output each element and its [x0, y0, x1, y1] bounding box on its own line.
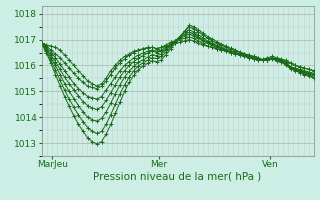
X-axis label: Pression niveau de la mer( hPa ): Pression niveau de la mer( hPa ) [93, 172, 262, 182]
